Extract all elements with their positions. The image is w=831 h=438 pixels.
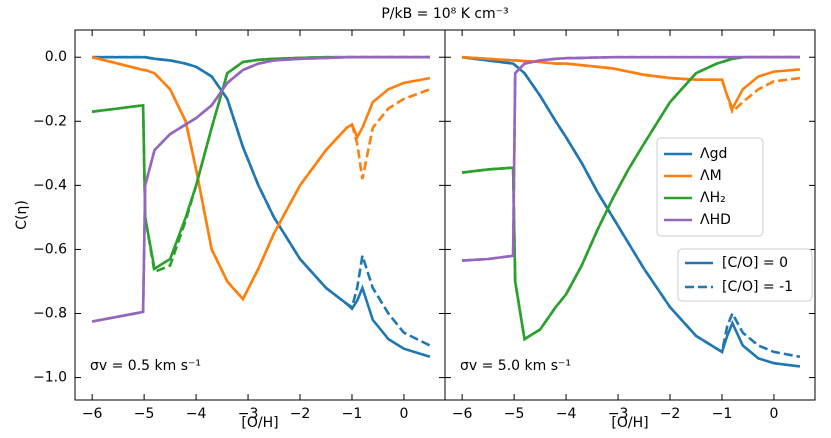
y-tick-label: 0.0 [45,49,67,65]
y-tick-label: −0.4 [33,177,67,193]
series-line [462,55,801,115]
x-axis-label: [O/H] [611,415,648,431]
y-tick-label: −1.0 [33,370,67,386]
legend-label: Λgd [700,146,727,162]
x-tick-label: −5 [504,406,525,422]
series-line [91,55,430,271]
y-tick-label: −0.8 [33,306,67,322]
x-tick-label: −6 [452,406,473,422]
legend-label: [C/O] = 0 [722,255,788,271]
x-axis-label: [O/H] [241,415,278,431]
series-line [92,55,431,347]
x-tick-label: −4 [556,406,577,422]
chart-title: P/kB = 10⁸ K cm⁻³ [381,6,508,22]
x-tick-label: −4 [186,406,207,422]
legend-label: ΛH₂ [700,190,726,206]
plot-frame [74,29,446,401]
x-tick-label: −2 [660,406,681,422]
x-tick-label: 0 [769,406,778,422]
x-tick-label: −5 [134,406,155,422]
x-tick-label: −6 [82,406,103,422]
x-tick-label: −2 [290,406,311,422]
x-tick-label: −1 [712,406,733,422]
x-tick-label: −3 [608,406,629,422]
y-axis-label: C(η) [14,200,30,230]
series-line [91,55,430,323]
series-line [91,55,431,302]
series-line [462,55,800,262]
y-tick-label: −0.6 [33,241,67,257]
x-tick-label: 0 [399,406,408,422]
plot-frame [444,29,816,401]
x-tick-label: −1 [342,406,363,422]
annotation: σv = 5.0 km s⁻¹ [460,358,571,374]
legend-box [656,137,764,237]
legend-label: ΛHD [700,212,731,228]
y-tick-label: −0.2 [33,113,67,129]
annotation: σv = 0.5 km s⁻¹ [90,358,201,374]
legend-label: ΛM [700,168,722,184]
series-line [461,55,801,359]
series-line [91,55,430,274]
x-tick-label: −3 [238,406,259,422]
legend-label: [C/O] = -1 [722,279,793,295]
